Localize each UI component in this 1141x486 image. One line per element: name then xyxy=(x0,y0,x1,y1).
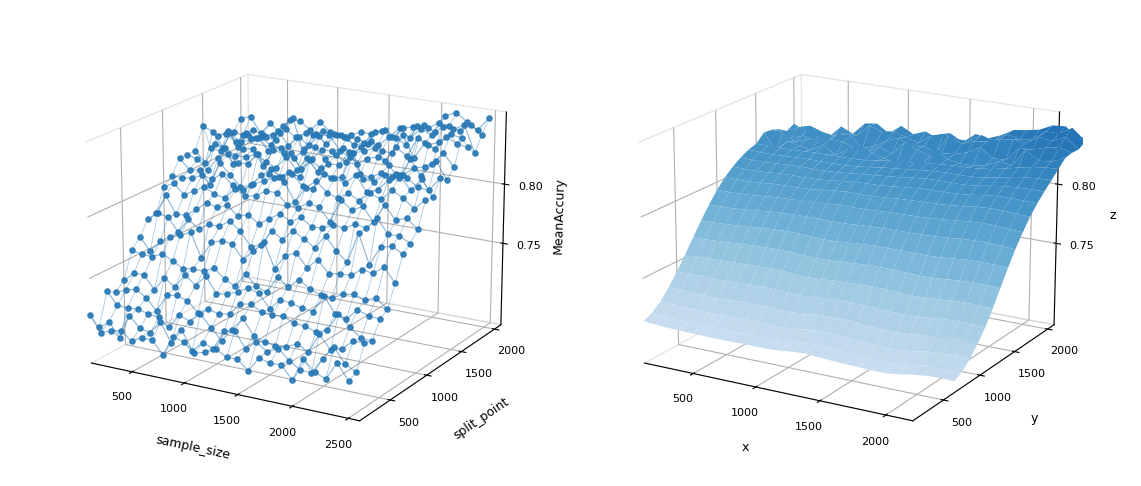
Y-axis label: split_point: split_point xyxy=(451,395,511,442)
Y-axis label: y: y xyxy=(1031,412,1038,425)
X-axis label: x: x xyxy=(742,441,750,454)
X-axis label: sample_size: sample_size xyxy=(154,434,232,462)
